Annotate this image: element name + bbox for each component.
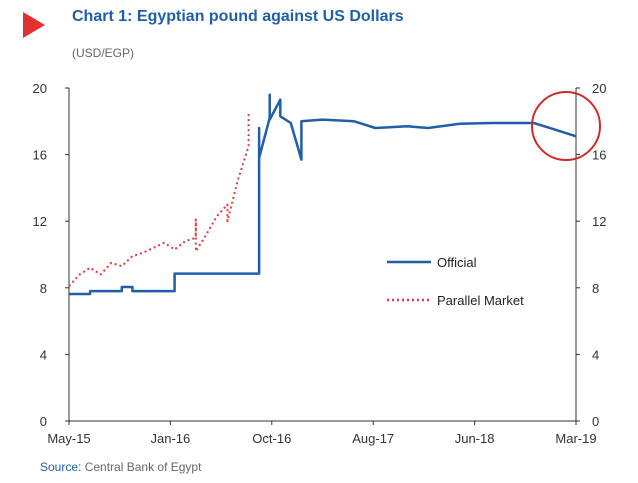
axis-ticks: 0 0 4 4 8 8 12 12 16 16 20 20 May-15 Jan-16 Oct-16 Aug-… xyxy=(33,81,607,446)
y-tick-label-left: 16 xyxy=(33,148,47,163)
legend-label-parallel: Parallel Market xyxy=(437,293,524,308)
chart-axes xyxy=(69,88,576,421)
x-tick-label: Jun-18 xyxy=(455,431,495,446)
y-tick-label-left: 4 xyxy=(40,347,47,362)
x-tick-label: Mar-19 xyxy=(555,431,596,446)
y-tick-label-left: 20 xyxy=(33,81,47,96)
chart-series xyxy=(69,95,576,294)
x-tick-label: Aug-17 xyxy=(352,431,394,446)
source-label: Source: xyxy=(40,460,81,474)
source-note: Source: Central Bank of Egypt xyxy=(40,460,201,474)
y-tick-label-right: 8 xyxy=(592,281,599,296)
y-tick-label-left: 8 xyxy=(40,281,47,296)
y-tick-label-right: 12 xyxy=(592,214,606,229)
x-tick-label: Jan-16 xyxy=(151,431,191,446)
source-text: Central Bank of Egypt xyxy=(85,460,202,474)
legend-label-official: Official xyxy=(437,255,477,270)
y-tick-label-left: 12 xyxy=(33,214,47,229)
y-tick-label-right: 4 xyxy=(592,347,599,362)
y-tick-label-right: 0 xyxy=(592,414,599,429)
x-tick-label: Oct-16 xyxy=(252,431,291,446)
series-line-parallel-market xyxy=(69,113,249,286)
line-chart: 0 0 4 4 8 8 12 12 16 16 20 20 May-15 Jan-16 Oct-16 Aug-… xyxy=(0,0,638,455)
y-tick-label-left: 0 xyxy=(40,414,47,429)
y-tick-label-right: 16 xyxy=(592,148,606,163)
series-line-official xyxy=(69,95,576,294)
y-tick-label-right: 20 xyxy=(592,81,606,96)
chart-legend: Official Parallel Market xyxy=(387,255,524,308)
x-tick-label: May-15 xyxy=(47,431,90,446)
